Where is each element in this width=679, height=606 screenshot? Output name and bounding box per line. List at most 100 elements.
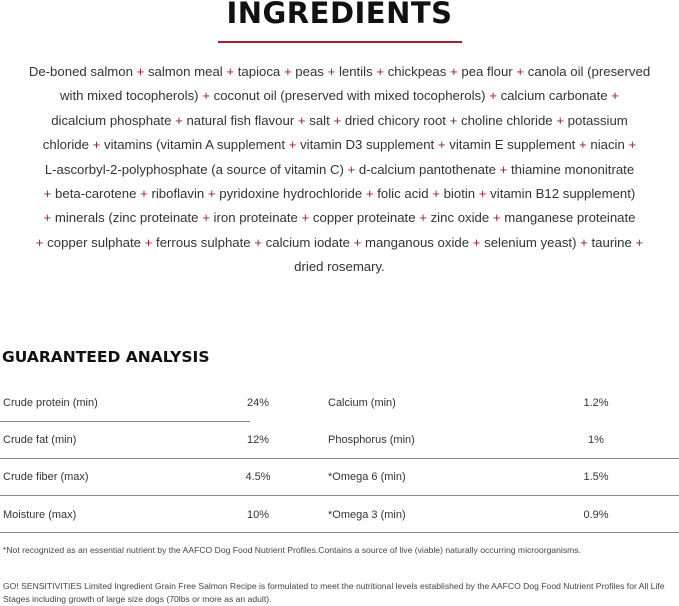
ingredient-text: coconut oil (preserved with mixed tocoph… (209, 88, 490, 104)
plus-separator: + (489, 88, 497, 104)
plus-separator: + (628, 137, 637, 153)
nutrient-label: Calcium (min) (328, 397, 396, 409)
plus-separator: + (449, 112, 458, 128)
ingredient-text: peas (291, 64, 328, 79)
ingredient-text: taurine (587, 234, 636, 250)
nutrient-value: 12% (246, 434, 270, 446)
ingredient-text: with mixed tocopherols) (60, 88, 203, 104)
plus-separator: + (202, 88, 210, 104)
table-row: Crude fat (min) 12% Phosphorus (min) 1% (0, 430, 679, 467)
ingredient-text: ferrous sulphate (152, 234, 255, 250)
plus-separator: + (43, 210, 52, 226)
plus-separator: + (580, 234, 588, 250)
plus-separator: + (207, 186, 216, 202)
ingredient-text: dicalcium phosphate (51, 112, 176, 128)
plus-separator: + (333, 112, 342, 128)
ingredient-line: dicalcium phosphate + natural fish flavo… (0, 109, 679, 133)
plus-separator: + (136, 64, 145, 79)
plus-separator: + (492, 210, 501, 226)
plus-separator: + (347, 161, 356, 177)
plus-separator: + (611, 88, 619, 104)
ingredient-text: thiamine mononitrate (507, 161, 635, 177)
plus-separator: + (478, 186, 487, 202)
nutrient-label: Crude protein (min) (3, 397, 98, 409)
plus-separator: + (432, 186, 440, 202)
table-row: Crude protein (min) 24% Calcium (min) 1.… (0, 393, 679, 430)
plus-separator: + (635, 234, 644, 250)
ingredient-text: lentils (335, 64, 377, 79)
ingredient-line: + copper sulphate + ferrous sulphate + c… (0, 231, 679, 255)
plus-separator: + (516, 64, 525, 79)
plus-separator: + (297, 112, 306, 128)
ingredient-text: minerals (zinc proteinate (51, 210, 203, 226)
nutrient-value: 10% (246, 509, 270, 521)
nutrient-value: 1.2% (583, 397, 609, 409)
ingredient-text: copper proteinate (309, 210, 420, 226)
plus-separator: + (144, 234, 153, 250)
row-divider (0, 458, 679, 459)
ingredient-text: niacin (586, 137, 629, 153)
plus-separator: + (376, 64, 385, 79)
row-divider (0, 495, 679, 496)
plus-separator: + (472, 234, 481, 250)
ingredient-line: De-boned salmon + salmon meal + tapioca … (0, 60, 679, 84)
plus-separator: + (35, 234, 44, 250)
plus-separator: + (92, 137, 101, 153)
nutrient-label: Phosphorus (min) (328, 434, 415, 446)
plus-separator: + (43, 186, 52, 202)
ingredient-text: biotin (439, 186, 479, 202)
ingredient-text: natural fish flavour (182, 112, 298, 128)
ingredients-list: De-boned salmon + salmon meal + tapioca … (0, 60, 679, 280)
ingredient-line: + minerals (zinc proteinate + iron prote… (0, 206, 679, 230)
ingredient-text: choline chloride (457, 112, 557, 128)
plus-separator: + (437, 137, 446, 153)
ingredient-text: selenium yeast) (480, 234, 581, 250)
plus-separator: + (301, 210, 310, 226)
ingredient-line: chloride + vitamins (vitamin A supplemen… (0, 133, 679, 157)
ingredient-text: dried chicory root (341, 112, 450, 128)
ingredient-text: L-ascorbyl-2-polyphosphate (a source of … (44, 161, 348, 177)
ingredient-text: chickpeas (384, 64, 451, 79)
ingredient-text: vitamins (vitamin A supplement (100, 137, 289, 153)
ingredient-text: pyridoxine hydrochloride (215, 186, 366, 202)
table-row: Crude fiber (max) 4.5% *Omega 6 (min) 1.… (0, 467, 679, 504)
ingredient-line: dried rosemary. (0, 255, 679, 279)
ingredient-line: L-ascorbyl-2-polyphosphate (a source of … (0, 158, 679, 182)
ingredient-text: iron proteinate (209, 210, 302, 226)
ingredient-text: chloride (42, 137, 93, 153)
ingredient-text: manganese proteinate (500, 210, 636, 226)
ingredient-text: calcium carbonate (496, 88, 612, 104)
ingredient-line: with mixed tocopherols) + coconut oil (p… (0, 84, 679, 108)
ingredient-text: beta-carotene (51, 186, 141, 202)
nutrient-label: *Omega 6 (min) (328, 471, 406, 483)
plus-separator: + (327, 64, 336, 79)
ingredient-text: copper sulphate (43, 234, 145, 250)
ingredient-text: potassium (564, 112, 628, 128)
nutrient-value: 1% (588, 434, 604, 446)
guaranteed-analysis-title: GUARANTEED ANALYSIS (2, 348, 210, 366)
ingredients-title: INGREDIENTS (226, 0, 453, 30)
plus-separator: + (353, 234, 362, 250)
ingredient-text: riboflavin (147, 186, 208, 202)
ingredient-text: dried rosemary. (294, 259, 385, 275)
ingredient-text: De-boned salmon (28, 64, 137, 79)
ingredient-text: salt (305, 112, 334, 128)
ingredient-text: canola oil (preserved (524, 64, 651, 79)
plus-separator: + (419, 210, 427, 226)
ingredient-text: salmon meal (144, 64, 227, 79)
ingredient-text: vitamin E supplement (445, 137, 579, 153)
ingredient-text: manganous oxide (361, 234, 473, 250)
ingredient-text: tapioca (234, 64, 284, 79)
plus-separator: + (556, 112, 565, 128)
ingredient-text: vitamin B12 supplement) (486, 186, 636, 202)
plus-separator: + (450, 64, 458, 79)
aafco-statement: GO! SENSITIVITIES Limited Ingredient Gra… (3, 581, 665, 604)
plus-separator: + (226, 64, 235, 79)
nutrient-value: 0.9% (583, 509, 609, 521)
row-divider (0, 421, 250, 422)
nutrient-label: Moisture (max) (3, 509, 77, 521)
plus-separator: + (288, 137, 297, 153)
nutrient-value: 24% (246, 397, 270, 409)
ingredient-text: d-calcium pantothenate (355, 161, 500, 177)
plus-separator: + (175, 112, 183, 128)
